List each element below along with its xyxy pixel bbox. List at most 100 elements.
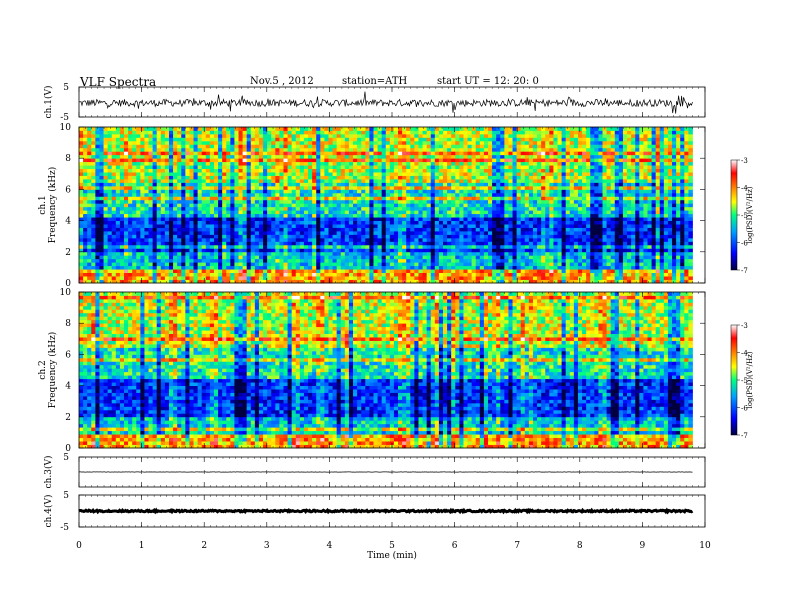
psd-cell [410, 279, 415, 284]
psd-cell [218, 224, 223, 228]
psd-cell [618, 251, 624, 256]
psd-cell [434, 189, 440, 194]
psd-cell [598, 237, 603, 242]
psd-cell [398, 251, 403, 256]
psd-cell [447, 172, 452, 176]
psd-cell [393, 272, 399, 277]
psd-cell [79, 179, 84, 183]
psd-cell [79, 192, 84, 197]
psd-cell [549, 175, 554, 180]
psd-cell [606, 196, 612, 201]
psd-cell [402, 206, 407, 211]
psd-cell [140, 234, 145, 239]
psd-cell [373, 196, 378, 201]
psd-cell [111, 255, 117, 260]
psd-cell [508, 203, 513, 208]
psd-cell [275, 182, 280, 187]
psd-cell [393, 244, 399, 249]
psd-cell [271, 237, 276, 242]
psd-cell [602, 185, 607, 190]
psd-cell [271, 231, 276, 235]
psd-cell [418, 224, 423, 228]
psd-cell [205, 189, 211, 194]
psd-cell [299, 172, 305, 176]
psd-cell [136, 185, 141, 190]
psd-cell [688, 192, 693, 197]
psd-cell [598, 199, 603, 204]
psd-cell [659, 196, 665, 201]
psd-cell [402, 265, 407, 270]
psd-cell [467, 251, 473, 256]
psd-cell [160, 248, 166, 253]
psd-cell [475, 220, 481, 225]
psd-cell [635, 182, 640, 187]
psd-cell [365, 265, 370, 270]
psd-cell [561, 237, 567, 242]
psd-cell [279, 210, 284, 215]
psd-cell [651, 203, 657, 208]
psd-cell [577, 199, 583, 204]
psd-cell [455, 276, 460, 280]
psd-cell [684, 224, 689, 228]
psd-cell [688, 182, 693, 187]
psd-cell [385, 231, 391, 235]
psd-cell [111, 272, 117, 277]
psd-cell [631, 248, 636, 253]
psd-cell [496, 265, 501, 270]
psd-cell [594, 189, 599, 194]
psd-cell [177, 248, 182, 253]
psd-cell [152, 241, 158, 246]
psd-cell [565, 224, 571, 228]
psd-cell [512, 272, 518, 277]
psd-cell [377, 192, 383, 197]
psd-cell [447, 182, 452, 187]
psd-cell [610, 258, 616, 263]
psd-cell [148, 192, 154, 197]
psd-cell [332, 220, 338, 225]
psd-cell [246, 172, 252, 176]
psd-cell [561, 262, 567, 267]
psd-cell [79, 196, 84, 201]
psd-cell [406, 192, 411, 197]
psd-cell [606, 251, 612, 256]
psd-cell [168, 213, 174, 218]
psd-cell [565, 262, 571, 267]
psd-cell [483, 258, 489, 263]
psd-cell [508, 210, 513, 215]
psd-cell [663, 255, 669, 260]
psd-cell [168, 224, 174, 228]
psd-cell [672, 258, 677, 263]
psd-cell [189, 265, 194, 270]
psd-cell [353, 192, 358, 197]
psd-cell [582, 213, 587, 218]
psd-cell [177, 217, 182, 221]
psd-cell [549, 248, 554, 253]
psd-cell [508, 258, 513, 263]
psd-cell [111, 196, 117, 201]
psd-cell [487, 185, 493, 190]
psd-cell [389, 172, 395, 176]
psd-cell [659, 265, 665, 270]
psd-cell [471, 196, 477, 201]
psd-cell [438, 199, 444, 204]
psd-cell [688, 206, 693, 211]
psd-cell [136, 262, 141, 267]
y-axis-label: ch.1(V) [43, 86, 54, 119]
psd-cell [684, 203, 689, 208]
psd-cell [160, 210, 166, 215]
psd-cell [590, 269, 595, 273]
psd-cell [340, 224, 346, 228]
psd-cell [283, 182, 288, 187]
psd-cell [402, 182, 407, 187]
psd-cell [582, 248, 587, 253]
psd-cell [676, 276, 681, 280]
psd-cell [651, 269, 657, 273]
psd-cell [83, 220, 88, 225]
psd-cell [263, 172, 268, 176]
psd-cell [222, 206, 227, 211]
psd-cell [643, 182, 648, 187]
psd-cell [234, 265, 239, 270]
psd-cell [213, 199, 219, 204]
psd-cell [627, 255, 632, 260]
psd-cell [254, 175, 260, 180]
